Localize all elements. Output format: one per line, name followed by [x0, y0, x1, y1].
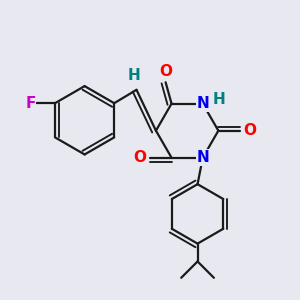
- Text: N: N: [196, 96, 209, 111]
- Text: O: O: [133, 150, 146, 165]
- Text: H: H: [127, 68, 140, 83]
- Text: O: O: [244, 123, 257, 138]
- Text: F: F: [25, 96, 35, 111]
- Text: N: N: [196, 150, 209, 165]
- Text: O: O: [159, 64, 172, 80]
- Text: H: H: [213, 92, 226, 107]
